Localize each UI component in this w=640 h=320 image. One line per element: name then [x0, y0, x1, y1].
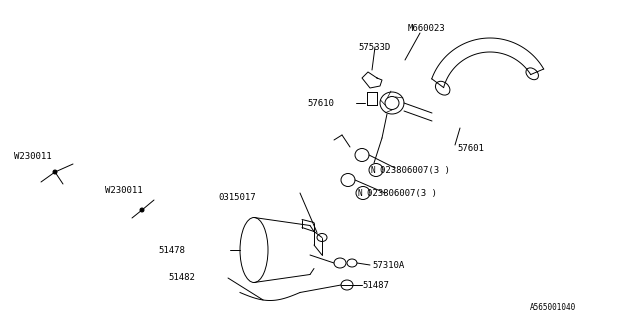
Text: 57610: 57610: [307, 99, 334, 108]
Text: 0315017: 0315017: [218, 193, 255, 202]
Text: 57533D: 57533D: [358, 43, 390, 52]
Text: 023806007(3 ): 023806007(3 ): [367, 188, 437, 197]
Text: 023806007(3 ): 023806007(3 ): [380, 165, 450, 174]
Text: 57310A: 57310A: [372, 260, 404, 269]
Text: W230011: W230011: [14, 151, 52, 161]
Text: M660023: M660023: [408, 23, 445, 33]
Text: W230011: W230011: [105, 186, 143, 195]
Text: 57601: 57601: [457, 143, 484, 153]
Text: A565001040: A565001040: [530, 303, 576, 313]
Text: 51482: 51482: [168, 274, 195, 283]
Text: 51478: 51478: [158, 245, 185, 254]
Ellipse shape: [53, 170, 57, 174]
Text: 51487: 51487: [362, 281, 389, 290]
Text: N: N: [358, 188, 362, 197]
Ellipse shape: [140, 208, 144, 212]
Text: N: N: [371, 165, 375, 174]
